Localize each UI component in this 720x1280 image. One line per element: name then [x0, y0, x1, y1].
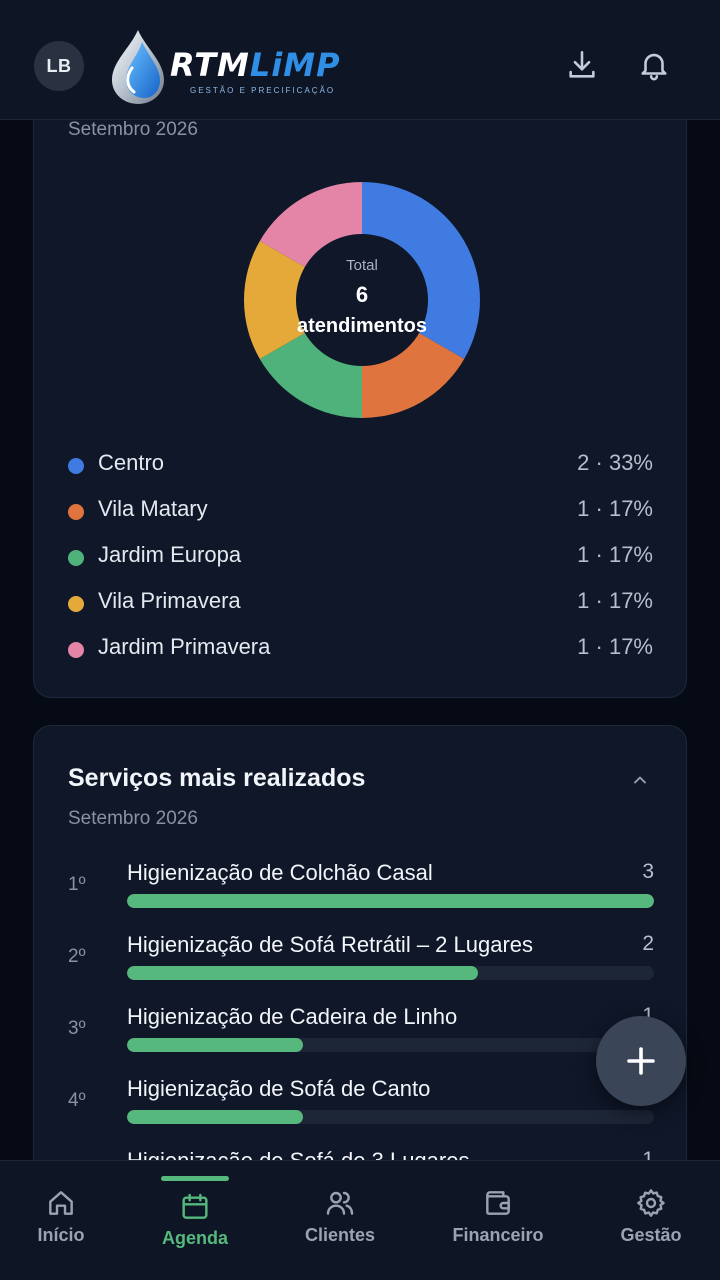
- nav-label: Início: [37, 1225, 85, 1245]
- nav-item-clientes[interactable]: Clientes: [270, 1161, 410, 1280]
- legend-item: Jardim Europa 1 · 17%: [68, 538, 653, 584]
- service-name: Higienização de Sofá de Canto: [127, 1076, 431, 1101]
- rank-position: 1º: [68, 874, 86, 895]
- donut-chart: Total 6 atendimentos: [242, 180, 482, 420]
- service-count: 3: [642, 860, 654, 883]
- app-header: LB RTMLiMP GESTÃO E PRECIFICAÇÃO: [0, 0, 720, 120]
- logo-subtitle: GESTÃO E PRECIFICAÇÃO: [190, 86, 336, 95]
- card-title: Serviços mais realizados: [68, 764, 366, 792]
- gear-icon: [637, 1189, 665, 1217]
- avatar[interactable]: LB: [34, 41, 84, 91]
- legend-item: Centro 2 · 33%: [68, 446, 653, 492]
- card-subtitle: Setembro 2026: [68, 120, 198, 140]
- main-content[interactable]: Setembro 2026 Total 6 atendimentos Centr…: [0, 120, 720, 1160]
- bell-icon[interactable]: [637, 48, 671, 82]
- service-name: Higienização de Cadeira de Linho: [127, 1004, 458, 1029]
- donut-legend: Centro 2 · 33% Vila Matary 1 · 17% Jardi…: [68, 446, 653, 676]
- legend-value: 1 · 17%: [577, 588, 653, 613]
- donut-slice[interactable]: [362, 333, 465, 418]
- service-name: Higienização de Sofá Retrátil – 2 Lugare…: [127, 932, 534, 957]
- legend-item: Jardim Primavera 1 · 17%: [68, 630, 653, 676]
- calendar-icon: [182, 1193, 208, 1219]
- users-icon: [326, 1191, 354, 1215]
- legend-name: Jardim Europa: [98, 542, 242, 567]
- nav-item-agenda[interactable]: Agenda: [125, 1161, 265, 1280]
- donut-center: Total 6 atendimentos: [242, 180, 482, 420]
- donut-total-label: Total: [346, 257, 378, 274]
- list-item[interactable]: 1º Higienização de Colchão Casal 3: [34, 858, 688, 930]
- nav-item-financeiro[interactable]: Financeiro: [428, 1161, 568, 1280]
- rank-position: 2º: [68, 946, 86, 967]
- progress-track: [127, 1110, 654, 1124]
- nav-item-inicio[interactable]: Início: [0, 1161, 131, 1280]
- service-name: Higienização de Sofá de 3 Lugares: [127, 1148, 469, 1160]
- legend-dot: [68, 504, 84, 520]
- wallet-icon: [486, 1191, 510, 1215]
- legend-name: Vila Matary: [98, 496, 208, 521]
- progress-fill: [127, 1038, 303, 1052]
- progress-track: [127, 1038, 654, 1052]
- legend-item: Vila Primavera 1 · 17%: [68, 584, 653, 630]
- service-count: 2: [642, 932, 654, 955]
- nav-item-gestao[interactable]: Gestão: [581, 1161, 720, 1280]
- service-name: Higienização de Colchão Casal: [127, 860, 433, 885]
- donut-slice[interactable]: [362, 182, 480, 359]
- nav-label: Financeiro: [452, 1225, 544, 1245]
- download-icon[interactable]: [565, 48, 599, 82]
- donut-slice[interactable]: [259, 182, 362, 267]
- list-item[interactable]: 4º Higienização de Sofá de Canto 1: [34, 1074, 688, 1146]
- progress-track: [127, 966, 654, 980]
- nav-label: Gestão: [620, 1225, 682, 1245]
- legend-dot: [68, 596, 84, 612]
- list-item[interactable]: 3º Higienização de Cadeira de Linho 1: [34, 1002, 688, 1074]
- add-button[interactable]: [596, 1016, 686, 1106]
- chevron-up-icon[interactable]: [630, 770, 650, 790]
- service-count: 1: [642, 1004, 654, 1027]
- rank-position: 3º: [68, 1018, 86, 1039]
- logo-word-b: LiMP: [249, 46, 341, 84]
- water-drop-logo-icon: [112, 30, 164, 104]
- services-card: Serviços mais realizados Setembro 2026 1…: [33, 725, 687, 1160]
- legend-value: 1 · 17%: [577, 542, 653, 567]
- bottom-nav: Início Agenda Clientes Financeiro Gestão: [0, 1160, 720, 1280]
- progress-fill: [127, 966, 479, 980]
- legend-value: 2 · 33%: [577, 450, 653, 475]
- plus-icon: [627, 1047, 655, 1075]
- service-count: 1: [642, 1148, 654, 1160]
- card-subtitle: Setembro 2026: [68, 808, 198, 829]
- progress-track: [127, 894, 654, 908]
- legend-name: Jardim Primavera: [98, 634, 271, 659]
- app-logo: RTMLiMP GESTÃO E PRECIFICAÇÃO: [108, 28, 340, 106]
- active-tab-indicator: [161, 1176, 229, 1181]
- legend-dot: [68, 642, 84, 658]
- list-item[interactable]: 5º Higienização de Sofá de 3 Lugares 1: [34, 1146, 688, 1160]
- donut-slice[interactable]: [259, 333, 362, 418]
- services-ranking: 1º Higienização de Colchão Casal 3 2º Hi…: [34, 858, 688, 1160]
- progress-fill: [127, 1110, 303, 1124]
- legend-item: Vila Matary 1 · 17%: [68, 492, 653, 538]
- nav-label: Agenda: [161, 1228, 228, 1248]
- list-item[interactable]: 2º Higienização de Sofá Retrátil – 2 Lug…: [34, 930, 688, 1002]
- rank-position: 4º: [68, 1090, 86, 1111]
- donut-total-value: 6: [355, 282, 369, 307]
- donut-total-unit: atendimentos: [296, 315, 428, 337]
- legend-dot: [68, 550, 84, 566]
- logo-word-a: RTM: [170, 46, 250, 84]
- donut-slice[interactable]: [244, 241, 305, 359]
- logo-wordmark: RTMLiMP: [170, 46, 341, 84]
- legend-dot: [68, 458, 84, 474]
- progress-fill: [127, 894, 654, 908]
- donut-svg: [244, 182, 480, 418]
- home-icon: [49, 1191, 73, 1215]
- neighborhoods-card: Setembro 2026 Total 6 atendimentos Centr…: [33, 120, 687, 698]
- nav-label: Clientes: [304, 1225, 376, 1245]
- legend-value: 1 · 17%: [577, 634, 653, 659]
- legend-value: 1 · 17%: [577, 496, 653, 521]
- legend-name: Centro: [98, 450, 165, 475]
- legend-name: Vila Primavera: [98, 588, 241, 613]
